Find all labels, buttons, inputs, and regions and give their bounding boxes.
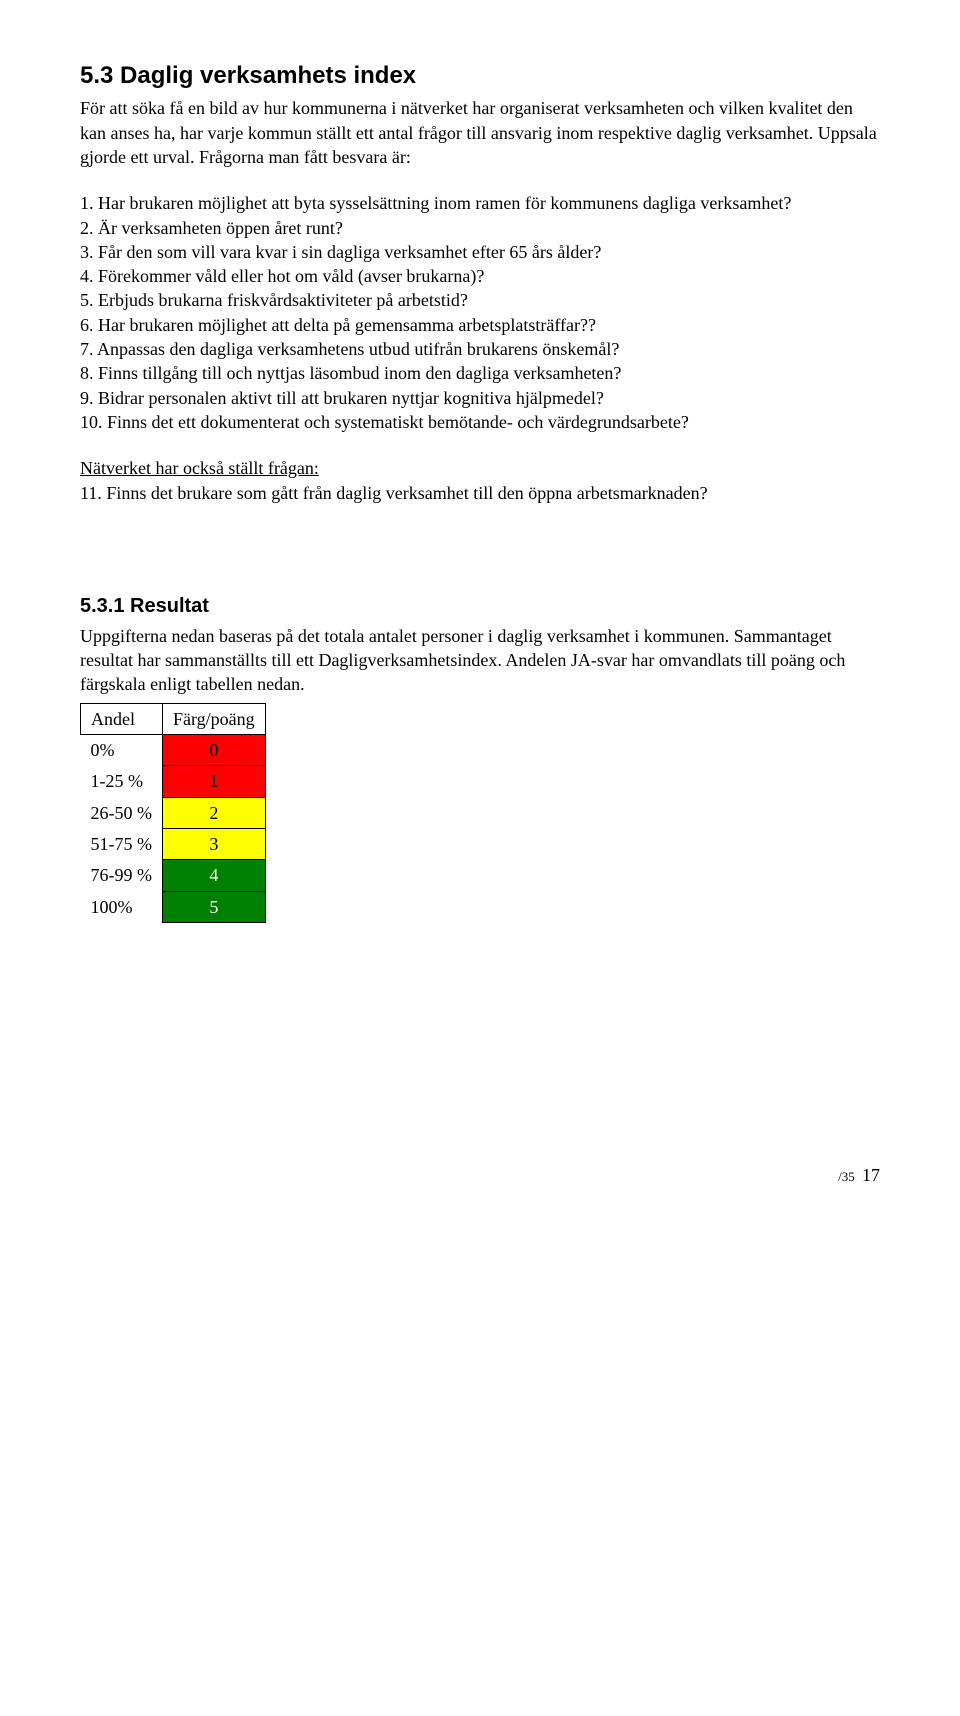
legend-header-row: Andel Färg/poäng	[81, 703, 266, 734]
legend-header-andel: Andel	[81, 703, 163, 734]
legend-value: 0	[163, 735, 266, 766]
legend-label: 76-99 %	[81, 860, 163, 891]
question-item: 4. Förekommer våld eller hot om våld (av…	[80, 264, 880, 288]
legend-value: 1	[163, 766, 266, 797]
legend-row: 51-75 % 3	[81, 828, 266, 859]
legend-label: 26-50 %	[81, 797, 163, 828]
legend-row: 76-99 % 4	[81, 860, 266, 891]
subsection-heading: 5.3.1 Resultat	[80, 593, 880, 620]
question-item: 8. Finns tillgång till och nyttjas läsom…	[80, 361, 880, 385]
question-item: 7. Anpassas den dagliga verksamhetens ut…	[80, 337, 880, 361]
question-item: 10. Finns det ett dokumenterat och syste…	[80, 410, 880, 434]
legend-value: 4	[163, 860, 266, 891]
footer-small: /35	[838, 1169, 855, 1184]
legend-label: 100%	[81, 891, 163, 922]
legend-row: 26-50 % 2	[81, 797, 266, 828]
question-item: 9. Bidrar personalen aktivt till att bru…	[80, 386, 880, 410]
intro-paragraph: För att söka få en bild av hur kommunern…	[80, 96, 880, 169]
question-item: 1. Har brukaren möjlighet att byta sysse…	[80, 191, 880, 215]
legend-row: 1-25 % 1	[81, 766, 266, 797]
question-11: 11. Finns det brukare som gått från dagl…	[80, 481, 880, 505]
legend-row: 100% 5	[81, 891, 266, 922]
question-item: 3. Får den som vill vara kvar i sin dagl…	[80, 240, 880, 264]
page-footer: /35 17	[80, 1163, 880, 1187]
question-list: 1. Har brukaren möjlighet att byta sysse…	[80, 191, 880, 434]
subheading: Nätverket har också ställt frågan:	[80, 456, 880, 480]
legend-label: 51-75 %	[81, 828, 163, 859]
section-heading: 5.3 Daglig verksamhets index	[80, 60, 880, 92]
question-item: 2. Är verksamheten öppen året runt?	[80, 216, 880, 240]
legend-label: 0%	[81, 735, 163, 766]
question-item: 5. Erbjuds brukarna friskvårdsaktivitete…	[80, 288, 880, 312]
result-intro: Uppgifterna nedan baseras på det totala …	[80, 624, 880, 697]
legend-value: 2	[163, 797, 266, 828]
legend-value: 3	[163, 828, 266, 859]
legend-value: 5	[163, 891, 266, 922]
question-item: 6. Har brukaren möjlighet att delta på g…	[80, 313, 880, 337]
legend-label: 1-25 %	[81, 766, 163, 797]
page-number: 17	[862, 1165, 880, 1185]
legend-table: Andel Färg/poäng 0% 0 1-25 % 1 26-50 % 2…	[80, 703, 266, 923]
legend-header-farg: Färg/poäng	[163, 703, 266, 734]
legend-row: 0% 0	[81, 735, 266, 766]
